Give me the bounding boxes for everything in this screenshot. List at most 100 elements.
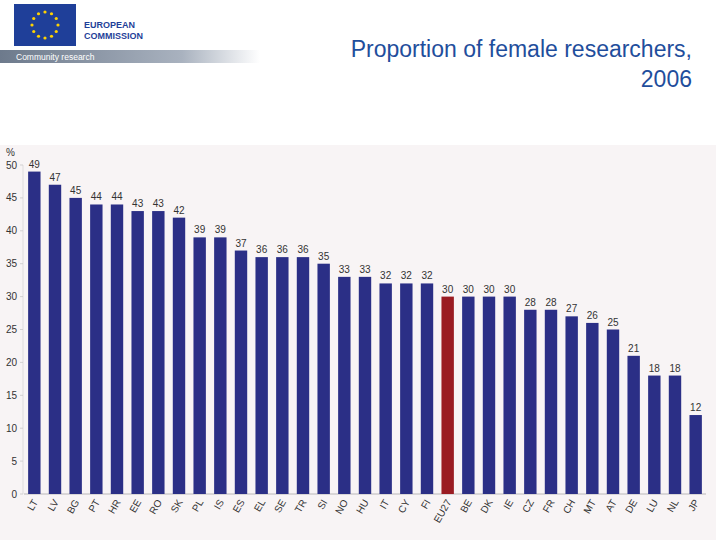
y-tick-label: 40 <box>6 225 18 236</box>
x-tick-label: ES <box>231 497 247 514</box>
bar <box>421 283 433 494</box>
bar <box>255 257 267 494</box>
x-tick-label: CZ <box>520 498 536 515</box>
y-tick-label: 45 <box>6 192 18 203</box>
y-tick-label: 0 <box>11 489 17 500</box>
y-tick <box>20 395 23 396</box>
bar <box>565 316 577 494</box>
x-tick-label: BE <box>458 497 474 514</box>
y-tick-label: 20 <box>6 357 18 368</box>
x-tick-label: CH <box>561 498 578 516</box>
y-axis-line <box>23 165 24 494</box>
bar <box>648 376 660 494</box>
logo-flag <box>14 4 76 46</box>
bar <box>276 257 288 494</box>
bar <box>28 172 40 494</box>
y-tick-label: 30 <box>6 291 18 302</box>
data-label: 28 <box>525 297 537 308</box>
bar <box>111 204 123 494</box>
y-tick <box>20 428 23 429</box>
data-label: 39 <box>215 224 227 235</box>
y-tick <box>20 362 23 363</box>
logo-star <box>55 30 58 33</box>
bar <box>503 297 515 494</box>
logo-star <box>32 30 35 33</box>
bar <box>131 211 143 494</box>
x-tick-label: SI <box>315 498 329 512</box>
logo-text: COMMISSION <box>84 31 143 41</box>
bar <box>297 257 309 494</box>
data-label: 12 <box>690 402 702 413</box>
x-tick-label: EU27 <box>431 497 453 525</box>
data-label: 44 <box>91 191 103 202</box>
logo-star <box>55 17 58 20</box>
bar <box>214 237 226 494</box>
bar <box>627 356 639 494</box>
data-label: 30 <box>483 284 495 295</box>
bar <box>586 323 598 494</box>
data-label: 49 <box>29 159 41 170</box>
bars <box>28 172 702 494</box>
bar <box>379 283 391 494</box>
chart-title: Proportion of female researchers, 2006 <box>322 34 692 94</box>
bar <box>49 185 61 494</box>
bar <box>462 297 474 494</box>
y-tick <box>20 263 23 264</box>
chart-svg: EUROPEANCOMMISSIONCommunity research%051… <box>0 0 720 540</box>
x-tick-label: IT <box>377 498 391 511</box>
x-tick-label: MT <box>581 498 598 516</box>
data-label: 26 <box>587 310 599 321</box>
data-label: 45 <box>70 185 82 196</box>
x-tick-label: FR <box>541 498 557 515</box>
x-tick-label: PL <box>190 497 206 513</box>
y-tick-label: 5 <box>11 456 17 467</box>
logo-star <box>56 23 59 26</box>
x-tick-label: IS <box>212 497 226 511</box>
y-tick-label: 35 <box>6 258 18 269</box>
bar <box>400 283 412 494</box>
bar <box>669 376 681 494</box>
y-tick-label: 50 <box>6 160 18 171</box>
data-label: 30 <box>463 284 475 295</box>
data-label: 18 <box>669 363 681 374</box>
logo-star <box>43 36 46 39</box>
data-label: 35 <box>318 251 330 262</box>
y-tick <box>20 165 23 166</box>
bar <box>607 330 619 495</box>
x-tick-label: EE <box>127 497 143 514</box>
data-label: 39 <box>194 224 206 235</box>
logo-star <box>50 12 53 15</box>
data-label: 30 <box>504 284 516 295</box>
y-tick <box>20 494 23 495</box>
x-tick-label: NO <box>333 497 350 516</box>
x-tick-label: DE <box>623 497 640 515</box>
logo-star <box>30 23 33 26</box>
logo-star <box>32 17 35 20</box>
data-label: 30 <box>442 284 454 295</box>
bar <box>69 198 81 494</box>
data-label: 44 <box>111 191 123 202</box>
logo-star <box>50 35 53 38</box>
data-label: 28 <box>545 297 557 308</box>
bar <box>359 277 371 494</box>
x-tick-label: AT <box>603 498 619 514</box>
data-label: 32 <box>380 270 392 281</box>
x-tick-label: LU <box>644 498 660 515</box>
data-label: 21 <box>628 343 640 354</box>
y-tick <box>20 329 23 330</box>
y-tick <box>20 230 23 231</box>
y-tick-label: 10 <box>6 423 18 434</box>
y-tick-label: 15 <box>6 390 18 401</box>
logo-text: EUROPEAN <box>84 20 135 30</box>
bar <box>545 310 557 494</box>
data-label: 25 <box>607 317 619 328</box>
data-label: 33 <box>359 264 371 275</box>
banner-text: Community research <box>16 52 95 62</box>
chart-panel <box>0 145 716 540</box>
bar <box>173 218 185 494</box>
x-tick-label: HR <box>106 498 123 516</box>
data-label: 32 <box>401 270 413 281</box>
bar <box>152 211 164 494</box>
x-tick-label: RO <box>147 497 164 516</box>
x-tick-label: SE <box>272 497 288 514</box>
